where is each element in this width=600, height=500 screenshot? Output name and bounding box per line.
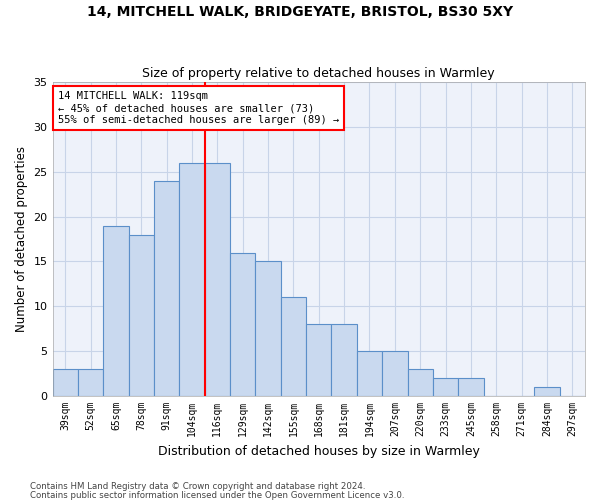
Bar <box>357 351 382 396</box>
Bar <box>154 180 179 396</box>
X-axis label: Distribution of detached houses by size in Warmley: Distribution of detached houses by size … <box>158 444 480 458</box>
Bar <box>382 351 407 396</box>
Bar <box>103 226 128 396</box>
Bar <box>407 369 433 396</box>
Y-axis label: Number of detached properties: Number of detached properties <box>15 146 28 332</box>
Text: 14, MITCHELL WALK, BRIDGEYATE, BRISTOL, BS30 5XY: 14, MITCHELL WALK, BRIDGEYATE, BRISTOL, … <box>87 5 513 19</box>
Title: Size of property relative to detached houses in Warmley: Size of property relative to detached ho… <box>142 66 495 80</box>
Bar <box>128 234 154 396</box>
Bar <box>230 252 256 396</box>
Bar <box>433 378 458 396</box>
Bar <box>53 369 78 396</box>
Bar <box>179 163 205 396</box>
Bar <box>205 163 230 396</box>
Bar <box>78 369 103 396</box>
Bar <box>306 324 331 396</box>
Bar <box>281 298 306 396</box>
Bar <box>331 324 357 396</box>
Bar <box>256 262 281 396</box>
Text: Contains HM Land Registry data © Crown copyright and database right 2024.: Contains HM Land Registry data © Crown c… <box>30 482 365 491</box>
Bar <box>534 387 560 396</box>
Bar <box>458 378 484 396</box>
Text: Contains public sector information licensed under the Open Government Licence v3: Contains public sector information licen… <box>30 490 404 500</box>
Text: 14 MITCHELL WALK: 119sqm
← 45% of detached houses are smaller (73)
55% of semi-d: 14 MITCHELL WALK: 119sqm ← 45% of detach… <box>58 92 339 124</box>
